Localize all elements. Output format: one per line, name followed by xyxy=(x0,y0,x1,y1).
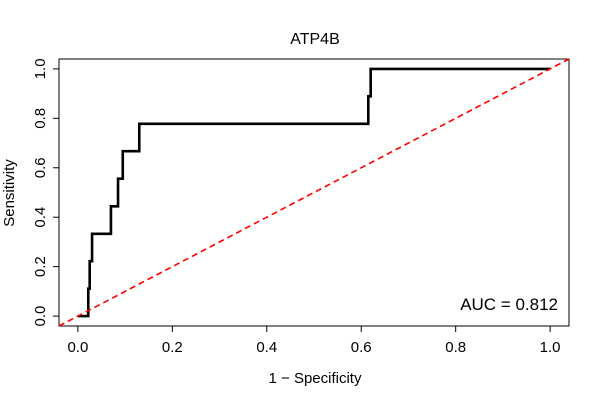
y-tick-label: 0.8 xyxy=(32,108,49,129)
y-tick-label: 0.0 xyxy=(32,306,49,327)
chart-title: ATP4B xyxy=(290,31,340,48)
x-tick-label: 0.4 xyxy=(256,339,277,356)
x-axis: 0.0 0.2 0.4 0.6 0.8 1.0 xyxy=(67,325,561,356)
x-tick-label: 0.6 xyxy=(351,339,372,356)
y-tick-label: 0.6 xyxy=(32,157,49,178)
plot-frame xyxy=(58,58,570,327)
reference-diagonal-line xyxy=(58,58,570,327)
x-tick-label: 0.8 xyxy=(445,339,466,356)
x-axis-title: 1 − Specificity xyxy=(269,370,362,387)
y-tick-label: 0.2 xyxy=(32,256,49,277)
auc-annotation: AUC = 0.812 xyxy=(460,295,558,314)
y-axis: 0.0 0.2 0.4 0.6 0.8 1.0 xyxy=(32,58,60,327)
x-tick-label: 0.0 xyxy=(67,339,88,356)
series-layer xyxy=(58,58,570,327)
y-tick-label: 1.0 xyxy=(32,58,49,79)
roc-curve-line xyxy=(77,67,551,318)
y-axis-title: Sensitivity xyxy=(1,159,18,227)
x-tick-label: 0.2 xyxy=(162,339,183,356)
y-tick-label: 0.4 xyxy=(32,207,49,228)
x-tick-label: 1.0 xyxy=(540,339,561,356)
